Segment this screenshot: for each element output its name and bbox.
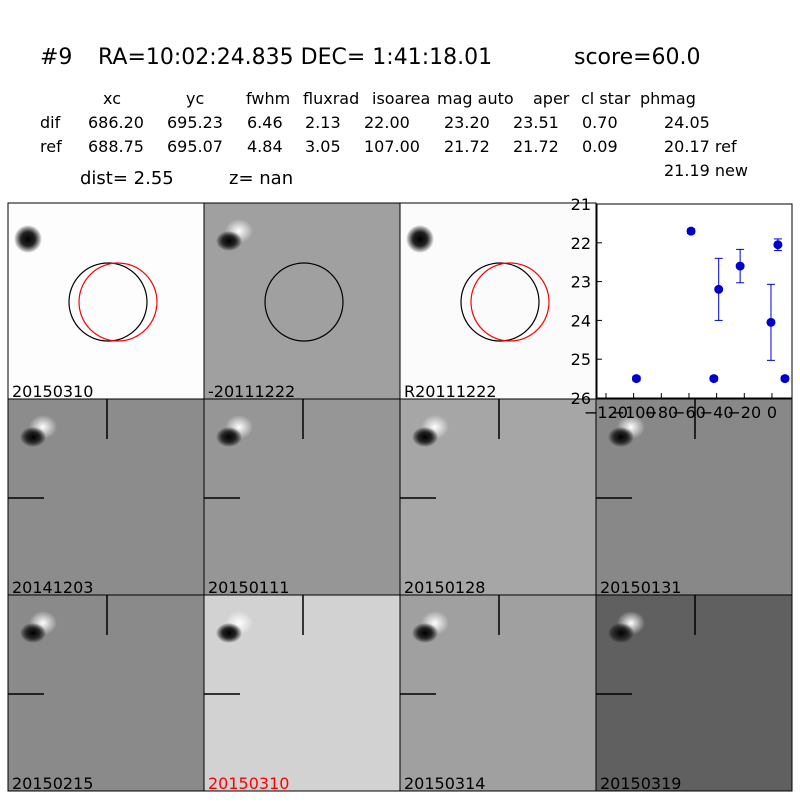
residual-dark — [20, 427, 46, 447]
x-tick-label: −40 — [700, 403, 734, 422]
panel-label: 20150314 — [404, 774, 485, 793]
score: score=60.0 — [574, 45, 701, 70]
column-header: mag auto — [437, 89, 514, 108]
panel-label: 20150310 — [12, 382, 93, 401]
point — [773, 240, 783, 250]
column-header: fwhm — [246, 89, 290, 108]
panel-label: 20150128 — [404, 578, 485, 597]
source-blob — [406, 225, 434, 253]
table-cell: 695.23 — [167, 113, 223, 132]
table-cell: 21.72 — [444, 137, 490, 156]
table-cell: 695.07 — [167, 137, 223, 156]
ref-circle — [264, 262, 344, 342]
y-tick-label: 24 — [571, 311, 591, 330]
new-circle — [470, 262, 550, 342]
residual-dark — [412, 623, 438, 643]
residual-dark — [608, 427, 634, 447]
y-tick-label: 25 — [571, 350, 591, 369]
table-cell: 3.05 — [305, 137, 341, 156]
table-cell: 688.75 — [88, 137, 144, 156]
residual-dark — [608, 623, 634, 643]
column-header: yc — [186, 89, 204, 108]
column-header: isoarea — [372, 89, 430, 108]
y-tick-label: 23 — [571, 273, 591, 292]
x-tick-label: 0 — [767, 403, 777, 422]
table-cell: 20.17 ref — [664, 137, 737, 156]
point — [735, 261, 745, 271]
residual-dark — [412, 427, 438, 447]
point — [780, 374, 790, 384]
point — [714, 284, 724, 294]
y-tick-label: 21 — [571, 195, 591, 214]
source-blob — [14, 225, 42, 253]
table-cell: 0.70 — [582, 113, 618, 132]
x-tick-label: −60 — [672, 403, 706, 422]
point — [766, 317, 776, 327]
coordinates: RA=10:02:24.835 DEC= 1:41:18.01 — [98, 45, 492, 70]
table-cell: 0.09 — [582, 137, 618, 156]
panel-label: 20150111 — [208, 578, 289, 597]
ref-circle — [460, 262, 540, 342]
ref-circle — [68, 262, 148, 342]
panel-label: 20150131 — [600, 578, 681, 597]
x-tick-label: −80 — [644, 403, 678, 422]
x-tick-label: −20 — [727, 403, 761, 422]
table-cell: 23.51 — [513, 113, 559, 132]
panel-label: R20111222 — [404, 382, 497, 401]
table-extra: 21.19 new — [664, 161, 748, 180]
y-tick-label: 26 — [571, 389, 591, 408]
table-cell: 24.05 — [664, 113, 710, 132]
z: z= nan — [229, 168, 293, 189]
table-cell: 6.46 — [247, 113, 283, 132]
plot-area — [596, 203, 793, 399]
x-tick-label: −100 — [612, 403, 656, 422]
point — [686, 226, 696, 236]
row-label: dif — [40, 113, 61, 132]
x-tick-label: −120 — [584, 403, 628, 422]
column-header: xc — [103, 89, 121, 108]
residual-dark — [216, 231, 242, 251]
point — [631, 374, 641, 384]
column-header: aper — [533, 89, 570, 108]
table-cell: 2.13 — [305, 113, 341, 132]
point — [709, 374, 719, 384]
table-cell: 23.20 — [444, 113, 490, 132]
new-circle — [78, 262, 158, 342]
dist: dist= 2.55 — [80, 168, 174, 189]
residual-dark — [20, 623, 46, 643]
panel-label: 20150215 — [12, 774, 93, 793]
y-tick-label: 22 — [571, 234, 591, 253]
panel-label: 20150310 — [208, 774, 289, 793]
column-header: fluxrad — [303, 89, 359, 108]
panel-label: -20111222 — [208, 382, 295, 401]
image-panel — [595, 594, 793, 792]
table-cell: 21.72 — [513, 137, 559, 156]
panel-label: 20141203 — [12, 578, 93, 597]
panel-label: 20150319 — [600, 774, 681, 793]
candidate-id: #9 — [40, 45, 72, 70]
residual-dark — [216, 623, 242, 643]
residual-dark — [216, 427, 242, 447]
table-cell: 4.84 — [247, 137, 283, 156]
column-header: phmag — [640, 89, 696, 108]
column-header: cl star — [581, 89, 631, 108]
table-cell: 22.00 — [364, 113, 410, 132]
table-cell: 686.20 — [88, 113, 144, 132]
row-label: ref — [40, 137, 62, 156]
table-cell: 107.00 — [364, 137, 420, 156]
